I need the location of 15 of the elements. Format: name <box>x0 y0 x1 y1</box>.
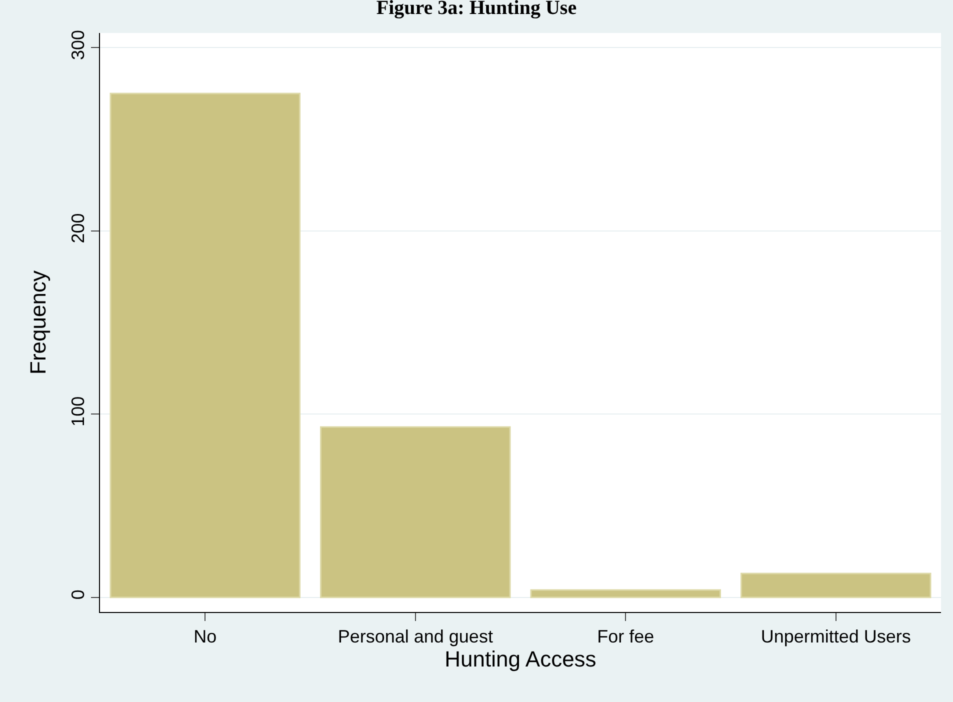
y-axis-title: Frequency <box>26 270 51 374</box>
chart-title: Figure 3a: Hunting Use <box>376 0 577 19</box>
y-tick-label: 300 <box>68 30 88 60</box>
y-tick-label: 0 <box>68 590 88 600</box>
x-axis-title: Hunting Access <box>444 646 596 672</box>
y-tick-label: 200 <box>68 213 88 244</box>
bar <box>110 92 300 598</box>
x-tick-label: Unpermitted Users <box>760 626 911 647</box>
x-tick-label: For fee <box>597 626 654 647</box>
bar <box>740 572 932 598</box>
x-tick-label: No <box>194 626 217 647</box>
x-tick-label: Personal and guest <box>338 626 493 647</box>
y-tick-label: 100 <box>68 396 88 426</box>
bar <box>320 426 511 598</box>
bar <box>530 589 721 598</box>
